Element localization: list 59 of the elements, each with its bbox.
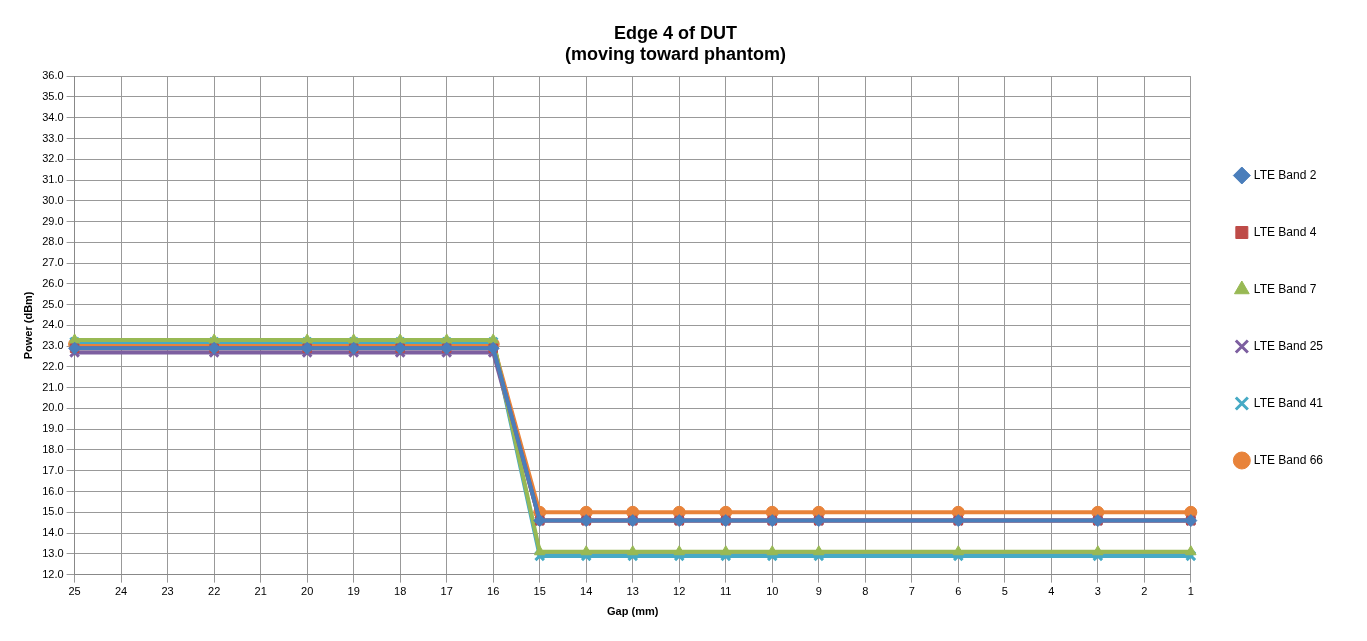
x-tick-label: 22 [208,585,221,598]
x-tick-label: 21 [254,585,267,598]
x-tick-label: 7 [908,585,915,598]
x-tick-label: 6 [955,585,962,598]
y-tick-label: 21.0 [42,380,64,393]
x-tick-label: 19 [347,585,360,598]
x-tick-label: 17 [440,585,453,598]
y-tick-label: 15.0 [42,505,64,518]
x-tick-label: 9 [815,585,822,598]
y-tick-label: 13.0 [42,546,64,559]
y-tick-label: 30.0 [42,193,64,206]
legend-label: LTE Band 7 [1253,281,1317,296]
y-tick-label: 29.0 [42,214,64,227]
x-tick-label: 11 [720,585,732,598]
legend-label: LTE Band 41 [1253,395,1324,410]
y-tick-label: 22.0 [42,359,64,372]
y-tick-label: 36.0 [42,69,64,82]
legend-label: LTE Band 2 [1253,167,1317,182]
y-tick-label: 33.0 [42,131,64,144]
y-tick-label: 35.0 [42,90,64,102]
y-tick-label: 24.0 [42,318,64,331]
x-tick-label: 10 [766,585,779,598]
chart-title: Edge 4 of DUT (moving toward phantom) [565,22,786,65]
y-tick-label: 20.0 [42,401,64,414]
x-tick-label: 15 [533,585,546,598]
x-tick-label: 13 [626,585,639,598]
x-axis-title: Gap (mm) [607,605,659,618]
y-tick-label: 34.0 [42,110,64,123]
y-tick-label: 12.0 [42,567,64,580]
x-tick-label: 25 [68,585,81,598]
x-tick-label: 18 [394,585,407,598]
x-tick-label: 5 [1001,585,1008,598]
y-tick-label: 19.0 [42,422,64,435]
x-tick-label: 16 [487,585,500,598]
y-tick-label: 23.0 [42,339,64,352]
legend-label: LTE Band 4 [1253,224,1317,239]
legend-label: LTE Band 25 [1253,338,1324,353]
y-tick-label: 17.0 [42,463,64,476]
y-tick-label: 18.0 [42,443,64,456]
legend-label: LTE Band 66 [1253,452,1324,467]
y-tick-label: 14.0 [42,526,64,539]
y-tick-label: 16.0 [42,484,64,497]
y-axis-title: Power (dBm) [21,291,34,360]
x-tick-label: 4 [1048,585,1055,598]
x-tick-label: 1 [1187,585,1194,598]
y-tick-label: 32.0 [42,152,64,165]
y-tick-label: 31.0 [42,173,64,186]
y-tick-label: 27.0 [42,256,64,269]
x-tick-label: 8 [862,585,869,598]
x-tick-label: 23 [161,585,174,598]
y-tick-label: 28.0 [42,235,64,248]
y-tick-label: 25.0 [42,297,64,310]
x-tick-label: 2 [1141,585,1148,598]
x-tick-label: 20 [301,585,314,598]
y-tick-label: 26.0 [42,276,64,289]
x-tick-label: 24 [114,585,128,598]
x-tick-label: 3 [1094,585,1101,598]
x-tick-label: 12 [673,585,686,598]
x-tick-label: 14 [580,585,593,598]
